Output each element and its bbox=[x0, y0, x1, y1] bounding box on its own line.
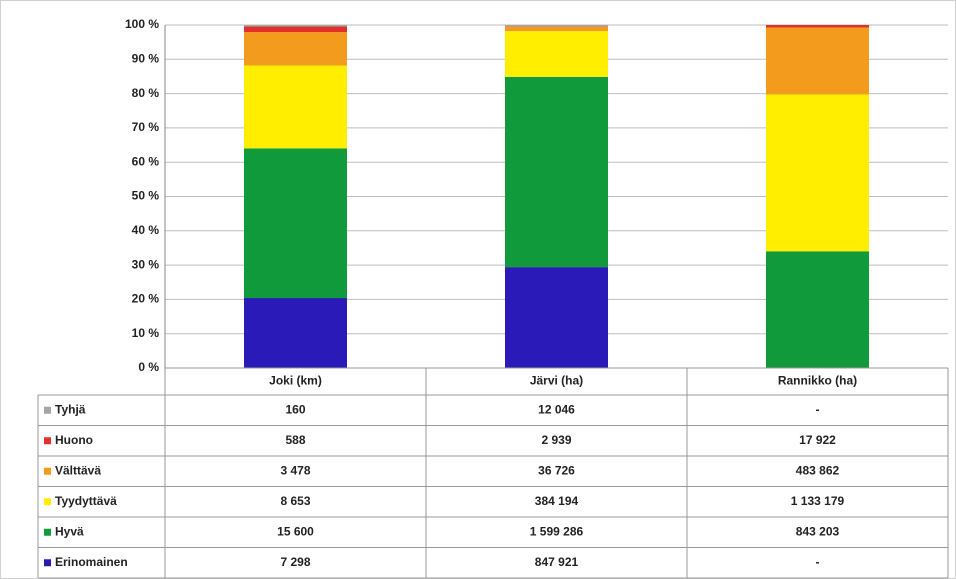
bar-segment bbox=[505, 26, 608, 32]
table-cell: 2 939 bbox=[541, 433, 571, 447]
y-tick-label: 20 % bbox=[132, 292, 160, 306]
legend-swatch bbox=[44, 559, 51, 567]
bar-segment bbox=[244, 65, 347, 149]
x-tick-label: Rannikko (ha) bbox=[778, 374, 857, 388]
table-cell: - bbox=[816, 402, 820, 416]
bar-segment bbox=[766, 251, 869, 368]
y-tick-label: 100 % bbox=[125, 17, 159, 31]
y-tick-label: 80 % bbox=[132, 86, 160, 100]
bar-segment bbox=[766, 94, 869, 252]
legend-swatch bbox=[44, 437, 51, 445]
table-cell: 384 194 bbox=[535, 494, 579, 508]
legend-label: Tyhjä bbox=[55, 402, 86, 416]
table-cell: 3 478 bbox=[280, 463, 310, 477]
y-tick-label: 40 % bbox=[132, 223, 160, 237]
bar-segment bbox=[244, 26, 347, 33]
bar-segment bbox=[244, 32, 347, 66]
bar-segment bbox=[505, 25, 608, 27]
y-tick-label: 70 % bbox=[132, 120, 160, 134]
table-cell: 1 599 286 bbox=[530, 524, 584, 538]
y-tick-label: 0 % bbox=[138, 360, 159, 374]
table-cell: 15 600 bbox=[277, 524, 314, 538]
y-tick-label: 60 % bbox=[132, 154, 160, 168]
y-tick-label: 10 % bbox=[132, 326, 160, 340]
bar-segment bbox=[244, 148, 347, 299]
legend-label: Huono bbox=[55, 433, 93, 447]
table-cell: 843 203 bbox=[796, 524, 840, 538]
table-cell: 1 133 179 bbox=[791, 494, 845, 508]
table-cell: 7 298 bbox=[280, 555, 310, 569]
y-tick-label: 90 % bbox=[132, 51, 160, 65]
bar-segment bbox=[766, 27, 869, 95]
bar-segment bbox=[244, 298, 347, 368]
legend-swatch bbox=[44, 406, 51, 414]
table-cell: 36 726 bbox=[538, 463, 575, 477]
x-tick-label: Joki (km) bbox=[269, 374, 322, 388]
bar-segment bbox=[505, 31, 608, 77]
bar-segment bbox=[505, 267, 608, 368]
legend-swatch bbox=[44, 498, 51, 506]
table-cell: 8 653 bbox=[280, 494, 310, 508]
legend-label: Välttävä bbox=[55, 463, 101, 477]
x-tick-label: Järvi (ha) bbox=[530, 374, 583, 388]
y-tick-label: 30 % bbox=[132, 257, 160, 271]
table-cell: 588 bbox=[285, 433, 305, 447]
bar-segment bbox=[244, 25, 347, 27]
legend-label: Erinomainen bbox=[55, 555, 128, 569]
table-cell: 160 bbox=[285, 402, 305, 416]
legend-swatch bbox=[44, 528, 51, 536]
table-cell: - bbox=[816, 555, 820, 569]
legend-label: Tyydyttävä bbox=[55, 494, 117, 508]
legend-label: Hyvä bbox=[55, 524, 84, 538]
y-tick-label: 50 % bbox=[132, 189, 160, 203]
bar-segment bbox=[766, 25, 869, 28]
bar-segment bbox=[505, 76, 608, 268]
table-cell: 17 922 bbox=[799, 433, 836, 447]
table-cell: 12 046 bbox=[538, 402, 575, 416]
table-cell: 483 862 bbox=[796, 463, 840, 477]
table-cell: 847 921 bbox=[535, 555, 579, 569]
legend-swatch bbox=[44, 467, 51, 475]
